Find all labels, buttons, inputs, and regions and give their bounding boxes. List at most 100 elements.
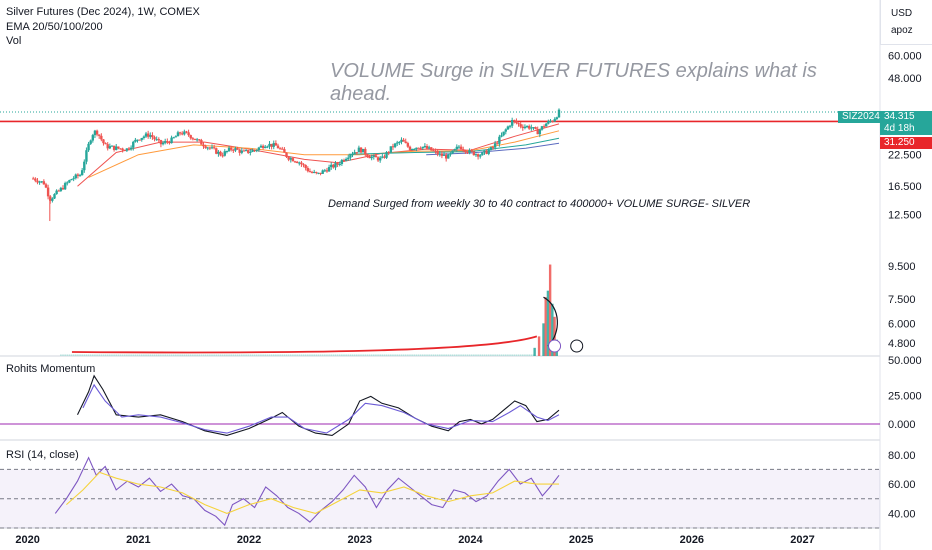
candle-body [283,149,286,153]
candle-body [140,137,143,140]
volume-bar [155,354,158,356]
ema-legend[interactable]: EMA 20/50/100/200 [6,21,103,33]
scale-mode[interactable]: apoz [891,25,913,36]
annotation-demand: Demand Surged from weekly 30 to 40 contr… [328,198,751,210]
candle-body [410,149,414,151]
candle-body [555,117,559,120]
currency-code[interactable]: USD [891,8,913,19]
volume-bar [179,354,181,356]
candle-body [234,148,237,151]
candle-body [217,151,220,154]
currency-box[interactable]: USD apoz [880,0,932,45]
candle-body [515,120,518,124]
candle-body [447,154,450,159]
candle-body [517,123,520,125]
candle-body [368,156,371,159]
candle-body [191,138,195,140]
volume-bar [522,354,524,356]
volume-bar [377,354,379,356]
volume-bar [383,354,386,356]
volume-bar [470,354,473,356]
volume-bar [396,354,399,356]
volume-bar [390,354,392,356]
volume-bar [234,354,237,356]
candle-body [378,157,382,161]
candle-body [189,135,192,139]
volume-bar [243,354,245,356]
candle-body [157,139,161,141]
volume-bar [100,354,103,356]
candle-body [38,181,41,183]
candle-body [527,126,531,129]
volume-bar [211,354,213,356]
candle-body [183,131,186,135]
symbol-title[interactable]: Silver Futures (Dec 2024), 1W, COMEX [6,6,200,18]
lightning-icon [548,339,562,353]
volume-bar [153,354,156,356]
candle-body [195,139,199,141]
volume-bar [500,354,503,356]
candle-body [374,155,378,158]
candle-body [459,146,463,150]
candle-body [42,181,46,185]
candle-body [32,178,35,180]
candle-body [496,143,499,145]
candle-body [481,152,484,156]
candle-body [136,139,139,141]
volume-legend[interactable]: Vol [6,35,22,47]
candle-body [553,119,556,122]
volume-bar [268,354,271,356]
candle-body [61,187,65,190]
candle-body [398,141,401,143]
volume-bar [72,354,75,356]
volume-bar [277,354,279,356]
volume-bar [368,354,371,356]
candle-body [66,182,69,184]
candle-body [106,144,109,149]
volume-bar [285,354,288,356]
candle-body [408,146,412,150]
candle-body [53,194,56,199]
price-y-tick: 12.500 [888,209,922,221]
candle-body [502,131,505,136]
volume-bar [228,354,230,356]
volume-bar [458,354,460,356]
candle-body [342,159,346,161]
candle-body [468,149,471,153]
candle-body [212,147,216,149]
volume-surge-bar [548,264,552,356]
candle-body [547,121,550,124]
volume-bar [102,354,105,356]
candle-body [406,143,410,147]
volume-bar [215,354,218,356]
x-tick-label: 2020 [15,534,39,546]
candle-body [476,154,480,157]
candle-body [434,150,437,152]
volume-bar [502,354,505,356]
volume-bar [194,354,196,356]
candle-body [232,149,235,151]
volume-bar [200,354,203,356]
volume-bar [60,354,62,356]
volume-bar [300,354,303,356]
candle-body [181,133,184,135]
volume-bar [462,354,465,356]
volume-bar [366,354,369,356]
ema-line-0 [77,123,560,187]
candle-body [115,146,118,150]
volume-surge-curve [71,335,538,354]
x-tick-label: 2025 [569,534,593,546]
volume-bar [345,354,347,356]
volume-bar [402,354,405,356]
candle-body [200,140,203,145]
volume-bar [434,354,437,356]
candle-body [359,147,363,153]
volume-bar [92,354,94,356]
volume-bar [262,354,264,356]
volume-bar [370,354,373,356]
x-tick-label: 2023 [348,534,372,546]
volume-surge-bar [546,290,550,356]
volume-bar [507,354,509,356]
candle-body [336,163,339,165]
